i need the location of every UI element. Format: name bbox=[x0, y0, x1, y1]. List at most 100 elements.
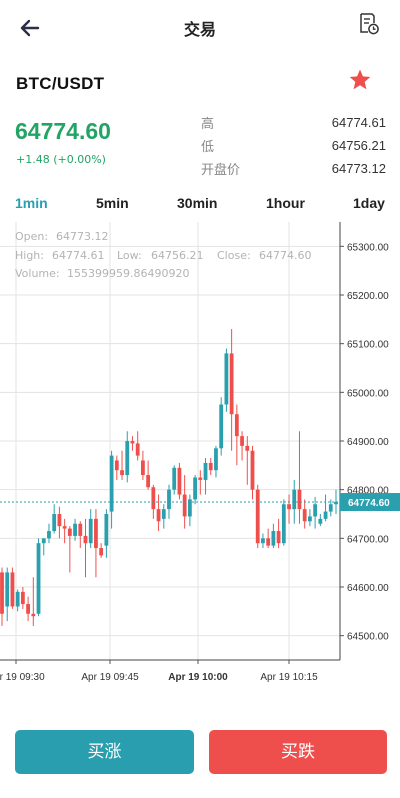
candle bbox=[308, 509, 312, 527]
candle-body bbox=[318, 518, 323, 524]
candle bbox=[266, 528, 271, 549]
candle bbox=[328, 499, 333, 517]
candle-body bbox=[104, 514, 109, 546]
tab-1min[interactable]: 1min bbox=[15, 195, 48, 211]
stat-value-low: 64756.21 bbox=[331, 138, 386, 153]
stat-label-low: 低 bbox=[201, 140, 215, 155]
tab-30min[interactable]: 30min bbox=[177, 195, 218, 211]
candle bbox=[109, 450, 114, 529]
candle bbox=[135, 431, 140, 461]
stat-label-high: 高 bbox=[201, 117, 215, 132]
buy-long-button[interactable]: 买涨 bbox=[15, 730, 194, 774]
info-open-value: 64773.12 bbox=[56, 230, 109, 243]
candle-body bbox=[20, 591, 25, 605]
candle-body bbox=[328, 504, 333, 512]
candle bbox=[36, 538, 41, 617]
y-axis-label: 65300.00 bbox=[347, 242, 389, 253]
candle-body bbox=[120, 470, 124, 476]
last-price-label: 64774.60 bbox=[348, 498, 390, 509]
candle-body bbox=[276, 531, 281, 544]
page-title: 交易 bbox=[183, 20, 216, 39]
candle bbox=[187, 494, 192, 527]
candle-body bbox=[114, 460, 119, 471]
candle-body bbox=[271, 531, 276, 546]
tab-1hour[interactable]: 1hour bbox=[266, 195, 305, 211]
candle bbox=[146, 460, 151, 490]
y-axis-label: 64600.00 bbox=[347, 583, 389, 594]
candle bbox=[214, 445, 218, 478]
x-axis-label: Apr 19 10:15 bbox=[260, 672, 318, 683]
candle-body bbox=[261, 538, 265, 544]
info-close-label: Close: bbox=[217, 249, 251, 262]
order-history-icon[interactable] bbox=[358, 12, 380, 36]
candlestick-chart[interactable]: 65300.00 65200.00 65100.00 65000.00 64900.00… bbox=[0, 222, 400, 692]
candle bbox=[10, 567, 15, 609]
favorite-star-icon[interactable] bbox=[348, 68, 372, 92]
candle-body bbox=[52, 514, 57, 532]
candle bbox=[52, 504, 57, 534]
buy-short-button[interactable]: 买跌 bbox=[209, 730, 387, 774]
info-volume-value: 155399959.86490920 bbox=[67, 267, 189, 280]
candle bbox=[141, 450, 145, 480]
candle bbox=[130, 436, 135, 451]
candle bbox=[292, 479, 297, 524]
candle-body bbox=[57, 514, 62, 527]
candle bbox=[62, 518, 67, 544]
candle-body bbox=[245, 445, 250, 451]
candle bbox=[208, 458, 213, 476]
candle bbox=[240, 431, 244, 461]
candle-body bbox=[67, 528, 72, 536]
y-axis-label: 64800.00 bbox=[347, 486, 389, 497]
candle-body bbox=[5, 572, 10, 607]
candle bbox=[276, 518, 281, 549]
x-axis-label: Apr 19 09:30 bbox=[0, 672, 45, 683]
candle bbox=[172, 465, 177, 495]
candle-body bbox=[187, 499, 192, 517]
current-price: 64774.60 bbox=[15, 118, 111, 144]
candle-body bbox=[193, 477, 197, 500]
candle-body bbox=[224, 353, 229, 405]
candle-body bbox=[281, 504, 286, 544]
candle bbox=[250, 445, 255, 500]
tab-5min[interactable]: 5min bbox=[96, 195, 129, 211]
y-axis-label: 64700.00 bbox=[347, 534, 389, 545]
candle bbox=[234, 404, 239, 466]
candle-body bbox=[323, 511, 328, 519]
candle bbox=[203, 458, 208, 495]
candle bbox=[297, 431, 302, 524]
back-arrow-icon[interactable] bbox=[16, 14, 44, 42]
candle bbox=[193, 475, 197, 505]
candle-body bbox=[156, 509, 161, 522]
candle-body bbox=[182, 494, 187, 517]
stat-value-open: 64773.12 bbox=[331, 161, 386, 176]
candle bbox=[41, 538, 46, 556]
candle-body bbox=[26, 604, 30, 614]
candle-body bbox=[250, 450, 255, 490]
candle-body bbox=[167, 489, 171, 510]
candle-body bbox=[151, 487, 156, 510]
candle-body bbox=[308, 516, 312, 522]
candle-body bbox=[219, 404, 224, 449]
y-axis-label: 65000.00 bbox=[347, 388, 389, 399]
info-open-label: Open: bbox=[15, 230, 48, 243]
candle-body bbox=[161, 509, 166, 519]
candle-body bbox=[208, 462, 213, 471]
candle-body bbox=[10, 572, 15, 607]
candle-body bbox=[177, 467, 182, 495]
candle-body bbox=[172, 467, 177, 490]
price-change: +1.48 (+0.00%) bbox=[16, 153, 106, 166]
candle bbox=[31, 577, 36, 626]
candle bbox=[67, 526, 72, 573]
candle-body bbox=[287, 504, 291, 510]
info-high-label: High: bbox=[15, 249, 44, 262]
candle-body bbox=[78, 523, 83, 536]
candle-body bbox=[229, 353, 234, 415]
candle-body bbox=[109, 455, 114, 512]
candle bbox=[198, 470, 203, 495]
candle-body bbox=[125, 441, 130, 476]
candle bbox=[73, 518, 77, 541]
tab-1day[interactable]: 1day bbox=[353, 195, 385, 211]
y-axis-label: 64900.00 bbox=[347, 437, 389, 448]
candle-body bbox=[88, 518, 93, 544]
info-low-value: 64756.21 bbox=[151, 249, 204, 262]
